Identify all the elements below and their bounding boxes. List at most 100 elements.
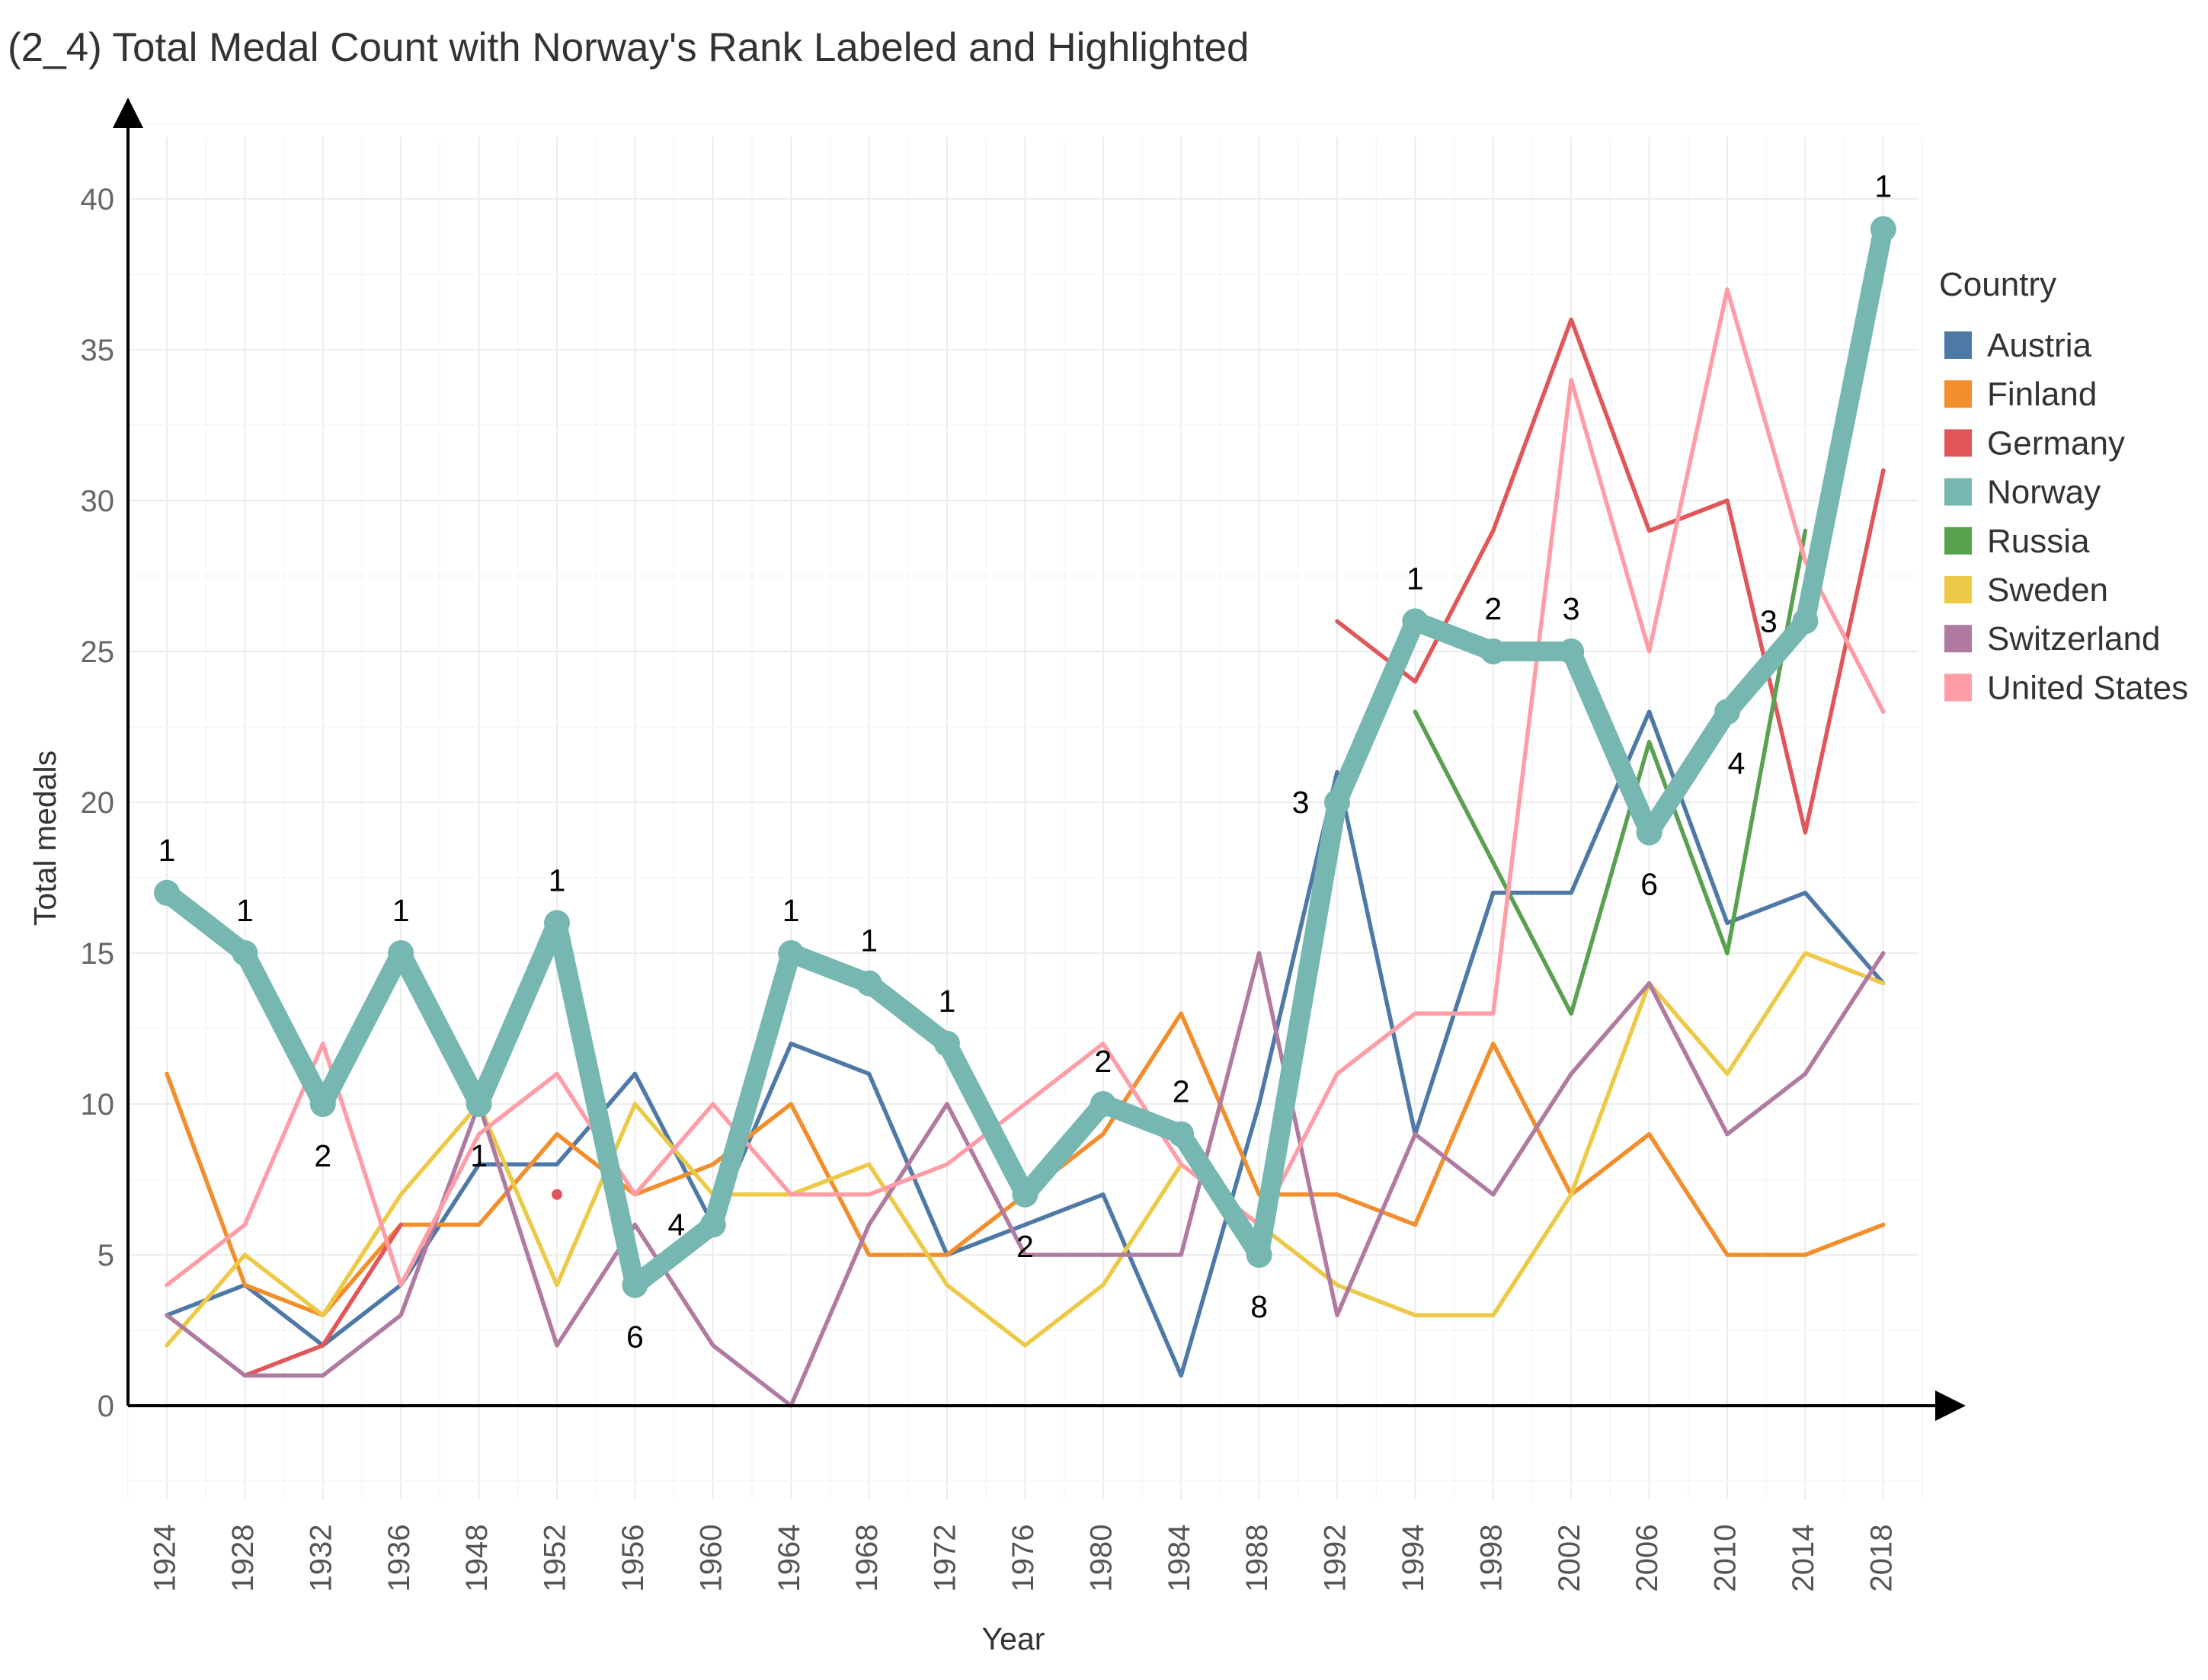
- rank-label: 6: [1640, 867, 1658, 902]
- x-tick-label: 2002: [1553, 1525, 1586, 1592]
- series-line-switzerland: [165, 951, 1886, 1408]
- legend-swatch: [1944, 576, 1972, 603]
- series-point-norway: [1792, 608, 1819, 635]
- y-tick-label: 10: [81, 1088, 115, 1122]
- axis-layer: 0 5 10 15 20 25 30 35 40 1924 1928 1932 1936 1948 1952…: [27, 98, 1966, 1656]
- legend-label: Austria: [1987, 327, 2091, 364]
- rank-label: 1: [470, 1138, 488, 1173]
- x-tick-label: 1994: [1397, 1525, 1430, 1592]
- rank-label: 1: [158, 833, 176, 868]
- x-tick-label: 1928: [226, 1525, 260, 1592]
- rank-label: 1: [939, 984, 956, 1019]
- legend-label: Sweden: [1987, 571, 2108, 609]
- legend-swatch: [1944, 625, 1972, 653]
- legend-swatch: [1944, 429, 1972, 457]
- series-point-norway: [232, 940, 258, 966]
- series-point-norway: [1402, 608, 1429, 635]
- series-point-norway: [1480, 638, 1506, 664]
- legend-swatch: [1944, 331, 1972, 359]
- x-tick-label: 1956: [616, 1525, 650, 1592]
- rank-label: 2: [1484, 591, 1502, 626]
- series-line-austria: [165, 709, 1886, 1378]
- rank-label: 8: [1250, 1289, 1268, 1324]
- series-line-sweden: [165, 951, 1886, 1348]
- series-point-norway: [934, 1030, 960, 1057]
- rank-label: 2: [1094, 1044, 1112, 1079]
- rank-label: 3: [1760, 603, 1778, 638]
- rank-label: 3: [1563, 591, 1580, 626]
- x-tick-label: 1992: [1319, 1525, 1352, 1592]
- chart-title: (2_4) Total Medal Count with Norway's Ra…: [8, 25, 1250, 70]
- legend-swatch: [1944, 674, 1972, 702]
- rank-label: 3: [1292, 785, 1310, 820]
- series-point-germany: [552, 1189, 562, 1200]
- rank-label: 1: [236, 893, 254, 928]
- x-tick-label: 1964: [773, 1525, 806, 1592]
- y-tick-label: 35: [81, 334, 115, 367]
- x-tick-label: 1976: [1006, 1525, 1040, 1592]
- rank-label: 1: [1874, 169, 1892, 204]
- legend-swatch: [1944, 380, 1972, 408]
- series-point-norway: [1324, 789, 1350, 815]
- series-line-germany: [242, 1222, 403, 1378]
- x-tick-label: 2010: [1709, 1525, 1742, 1592]
- label-layer: 1 1 2 1 1 1 6 4 1 1 1 2 2 2 8 3 1 2 3 6 4 3 1: [158, 169, 1893, 1355]
- rank-label: 2: [314, 1138, 331, 1173]
- y-tick-label: 0: [98, 1390, 114, 1423]
- x-tick-label: 1998: [1474, 1525, 1508, 1592]
- x-tick-label: 1948: [460, 1525, 494, 1592]
- rank-label: 4: [1728, 746, 1746, 781]
- series-point-norway: [1168, 1121, 1195, 1147]
- series-layer: [154, 216, 1896, 1408]
- x-tick-label: 1984: [1163, 1525, 1196, 1592]
- x-tick-label: 1932: [304, 1525, 338, 1592]
- x-tick-label: 1936: [382, 1525, 416, 1592]
- series-line-germany: [1335, 317, 1886, 835]
- x-tick-label: 2018: [1864, 1525, 1898, 1592]
- rank-label: 1: [549, 862, 566, 898]
- series-point-norway: [1714, 699, 1740, 725]
- rank-label: 1: [782, 893, 800, 928]
- series-point-norway: [1636, 819, 1662, 846]
- legend-swatch: [1944, 478, 1972, 506]
- x-tick-label: 1952: [539, 1525, 572, 1592]
- legend-label: United States: [1987, 669, 2188, 706]
- series-point-norway: [856, 970, 882, 997]
- legend-label: Germany: [1987, 424, 2125, 462]
- legend-label: Switzerland: [1987, 620, 2160, 658]
- x-tick-label: 2006: [1630, 1525, 1664, 1592]
- y-tick-label: 15: [81, 937, 115, 971]
- rank-label: 6: [626, 1320, 644, 1355]
- y-tick-label: 40: [81, 183, 115, 216]
- rank-label: 4: [667, 1207, 685, 1242]
- x-tick-label: 1968: [850, 1525, 884, 1592]
- x-tick-label: 1924: [149, 1525, 182, 1592]
- x-tick-label: 1980: [1084, 1525, 1118, 1592]
- legend-title: Country: [1939, 266, 2056, 303]
- y-tick-label: 25: [81, 635, 115, 669]
- x-tick-label: 2014: [1787, 1525, 1820, 1592]
- series-point-norway: [309, 1091, 336, 1117]
- y-tick-label: 20: [81, 786, 115, 820]
- rank-label: 2: [1173, 1074, 1190, 1109]
- x-axis-title: Year: [982, 1621, 1045, 1656]
- series-point-norway: [778, 940, 805, 966]
- x-tick-label: 1988: [1240, 1525, 1274, 1592]
- rank-label: 1: [392, 893, 410, 928]
- y-tick-label: 5: [98, 1239, 114, 1272]
- series-point-norway: [1012, 1181, 1038, 1208]
- series-point-norway: [388, 940, 414, 966]
- x-tick-label: 1972: [929, 1525, 962, 1592]
- series-point-norway: [1558, 638, 1585, 664]
- series-point-norway: [154, 879, 180, 906]
- y-tick-label: 30: [81, 485, 115, 518]
- series-point-norway: [544, 910, 570, 936]
- x-tick-label: 1960: [694, 1525, 728, 1592]
- series-point-norway: [699, 1211, 726, 1238]
- rank-label: 2: [1016, 1229, 1034, 1264]
- y-axis-title: Total medals: [27, 750, 62, 926]
- legend-label: Russia: [1987, 523, 2090, 560]
- legend: Country Austria Finland Germany Norway Russia…: [1939, 266, 2188, 706]
- series-point-norway: [1870, 216, 1896, 242]
